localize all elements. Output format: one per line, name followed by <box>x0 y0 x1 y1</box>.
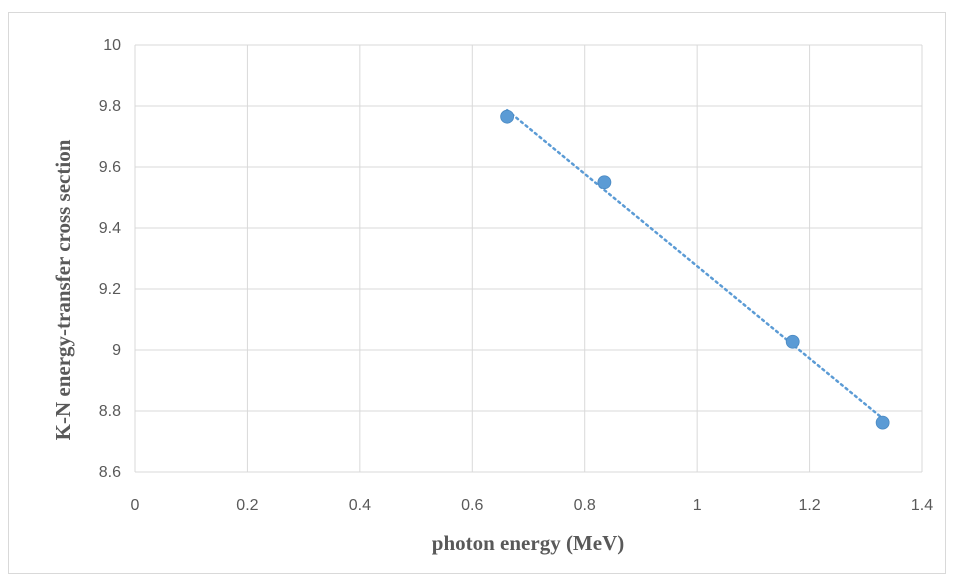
data-point <box>875 415 890 430</box>
x-tick-label: 1 <box>693 497 702 514</box>
y-tick-label: 9.8 <box>99 98 121 115</box>
x-tick-labels: 0 0.2 0.4 0.6 0.8 1 1.2 1.4 <box>131 497 934 514</box>
x-tick-label: 1.4 <box>911 497 933 514</box>
y-axis-title: K-N energy-transfer cross section <box>51 139 75 440</box>
data-point <box>597 175 612 190</box>
y-tick-label: 9.2 <box>99 281 121 298</box>
x-tick-label: 1.2 <box>798 497 820 514</box>
trendline <box>505 108 884 420</box>
y-tick-labels: 8.6 8.8 9 9.2 9.4 9.6 9.8 10 <box>99 37 121 481</box>
y-tick-label: 9 <box>112 342 121 359</box>
y-tick-label: 9.6 <box>99 159 121 176</box>
trendline-group <box>505 108 884 420</box>
data-points <box>500 109 890 430</box>
y-tick-label: 8.6 <box>99 464 121 481</box>
x-tick-label: 0.2 <box>236 497 258 514</box>
x-axis-title: photon energy (MeV) <box>432 531 624 555</box>
data-point <box>785 334 800 349</box>
y-tick-label: 10 <box>103 37 121 54</box>
x-tick-label: 0.6 <box>461 497 483 514</box>
data-point <box>500 109 515 124</box>
x-tick-label: 0.8 <box>574 497 596 514</box>
y-tick-label: 9.4 <box>99 220 121 237</box>
x-tick-label: 0.4 <box>349 497 371 514</box>
x-tick-label: 0 <box>131 497 140 514</box>
y-tick-label: 8.8 <box>99 403 121 420</box>
grid-lines <box>134 44 923 473</box>
